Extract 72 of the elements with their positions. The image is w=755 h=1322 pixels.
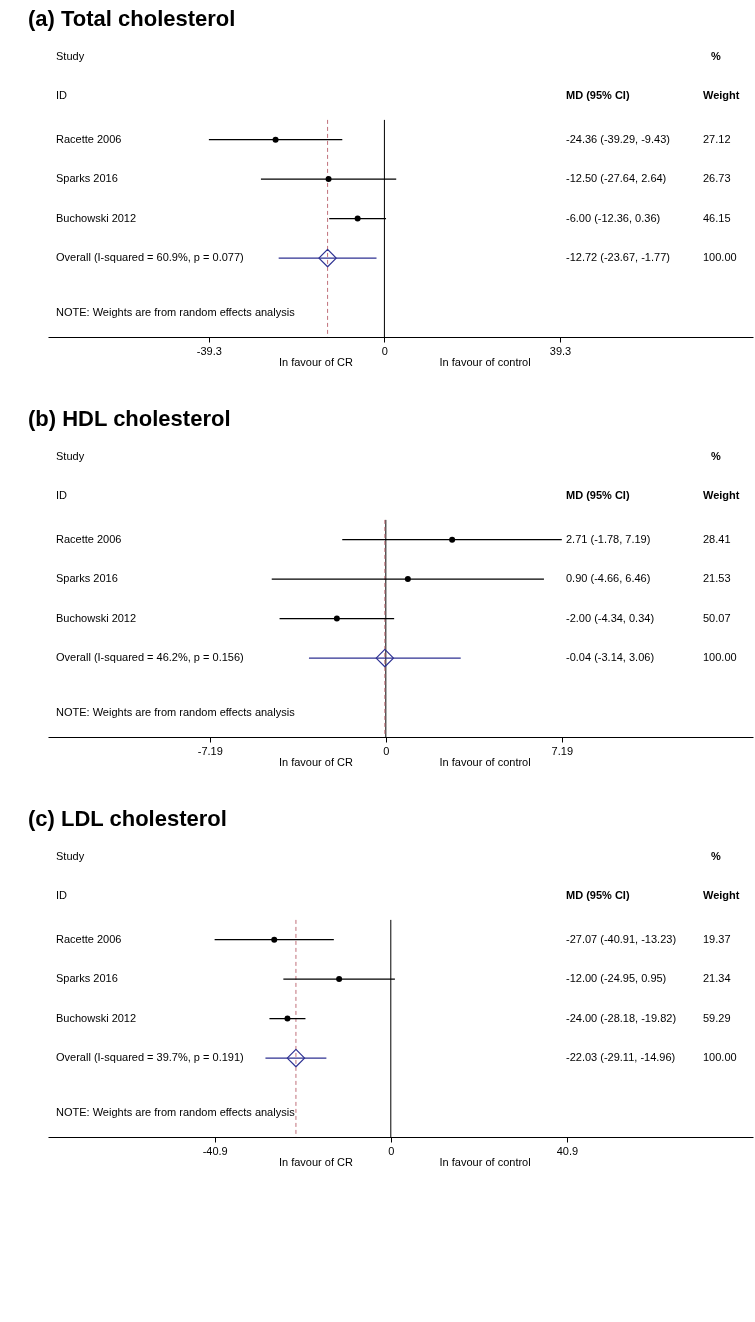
annotation: -0.04 (-3.14, 3.06) xyxy=(566,651,655,664)
y-tick-label: Overall (I-squared = 39.7%, p = 0.191) xyxy=(56,1051,244,1064)
text: % xyxy=(711,849,721,862)
x-tick-label: 0 xyxy=(381,344,388,357)
text: NOTE: Weights are from random effects analysis xyxy=(56,1106,296,1119)
text: ID xyxy=(56,89,68,102)
y-tick-label: Racette 2006 xyxy=(56,532,122,545)
annotation: 0.90 (-4.66, 6.46) xyxy=(566,572,651,585)
text: Study xyxy=(56,449,85,462)
annotation: 21.53 xyxy=(703,572,731,585)
text: Weight xyxy=(703,89,740,102)
text: ID xyxy=(56,489,68,502)
annotation: -12.50 (-27.64, 2.64) xyxy=(566,172,667,185)
annotation: 100.00 xyxy=(703,251,737,264)
annotation: 19.37 xyxy=(703,932,731,945)
chart-title: (c) LDL cholesterol xyxy=(28,806,227,831)
y-tick-label: Racette 2006 xyxy=(56,132,122,145)
x-tick-label: 40.9 xyxy=(556,1144,579,1157)
y-tick-label: Buchowski 2012 xyxy=(56,611,137,624)
x-tick-label: 0 xyxy=(383,744,390,757)
annotation: -2.00 (-4.34, 0.34) xyxy=(566,611,655,624)
text: In favour of CR xyxy=(278,1156,353,1168)
x-tick-label: -7.19 xyxy=(197,744,223,757)
annotation: -12.72 (-23.67, -1.77) xyxy=(566,251,670,264)
text: Weight xyxy=(703,889,740,902)
text: % xyxy=(711,49,721,62)
annotation: 59.29 xyxy=(703,1011,731,1024)
text: MD (95% CI) xyxy=(566,489,630,502)
text: Study xyxy=(56,49,85,62)
annotation: 27.12 xyxy=(703,132,731,145)
y-tick-label: Buchowski 2012 xyxy=(56,211,137,224)
text: NOTE: Weights are from random effects analysis xyxy=(56,706,296,719)
text: In favour of control xyxy=(439,1156,531,1168)
text: In favour of CR xyxy=(278,356,353,368)
text: % xyxy=(711,449,721,462)
y-tick-label: Overall (I-squared = 46.2%, p = 0.156) xyxy=(56,651,244,664)
x-tick-label: -40.9 xyxy=(202,1144,228,1157)
y-tick-label: Sparks 2016 xyxy=(56,172,118,185)
y-tick-label: Buchowski 2012 xyxy=(56,1011,137,1024)
chart-title: (b) HDL cholesterol xyxy=(28,406,231,431)
y-tick-label: Sparks 2016 xyxy=(56,572,118,585)
annotation: 21.34 xyxy=(703,972,731,985)
text: In favour of CR xyxy=(278,756,353,768)
x-tick-label: 39.3 xyxy=(549,344,572,357)
annotation: -12.00 (-24.95, 0.95) xyxy=(566,972,667,985)
annotation: 28.41 xyxy=(703,532,731,545)
annotation: -22.03 (-29.11, -14.96) xyxy=(566,1051,676,1064)
annotation: -6.00 (-12.36, 0.36) xyxy=(566,211,661,224)
annotation: 2.71 (-1.78, 7.19) xyxy=(566,532,651,545)
text: In favour of control xyxy=(439,756,531,768)
text: NOTE: Weights are from random effects analysis xyxy=(56,306,296,319)
text: In favour of control xyxy=(439,356,531,368)
chart-title: (a) Total cholesterol xyxy=(28,6,236,31)
text: Weight xyxy=(703,489,740,502)
annotation: 50.07 xyxy=(703,611,731,624)
text: MD (95% CI) xyxy=(566,889,630,902)
annotation: 46.15 xyxy=(703,211,731,224)
annotation: -24.00 (-28.18, -19.82) xyxy=(566,1011,677,1024)
x-tick-label: 0 xyxy=(388,1144,395,1157)
annotation: 100.00 xyxy=(703,651,737,664)
annotation: -24.36 (-39.29, -9.43) xyxy=(566,132,670,145)
annotation: 100.00 xyxy=(703,1051,737,1064)
text: MD (95% CI) xyxy=(566,89,630,102)
y-tick-label: Overall (I-squared = 60.9%, p = 0.077) xyxy=(56,251,244,264)
y-tick-label: Sparks 2016 xyxy=(56,972,118,985)
x-tick-label: 7.19 xyxy=(551,744,574,757)
x-tick-label: -39.3 xyxy=(196,344,222,357)
text: Study xyxy=(56,849,85,862)
annotation: 26.73 xyxy=(703,172,731,185)
text: ID xyxy=(56,889,68,902)
y-tick-label: Racette 2006 xyxy=(56,932,122,945)
annotation: -27.07 (-40.91, -13.23) xyxy=(566,932,677,945)
